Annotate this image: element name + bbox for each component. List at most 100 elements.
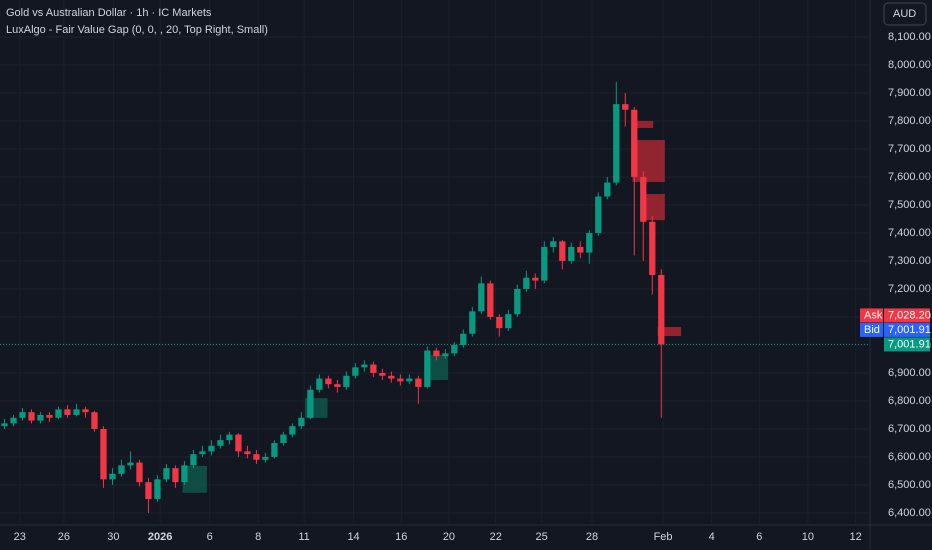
candle-body xyxy=(262,456,269,460)
y-tick-label: 7,700.00 xyxy=(888,143,931,155)
candle-body xyxy=(289,426,296,435)
candle-body xyxy=(334,384,341,387)
fvg-box xyxy=(657,327,682,336)
candle-body xyxy=(145,482,152,499)
currency-button[interactable] xyxy=(883,2,927,26)
candle-body xyxy=(316,378,323,390)
candle-body xyxy=(73,409,80,415)
price-label: 7,028.20 xyxy=(888,309,931,321)
candle-body xyxy=(19,412,26,418)
candle-body xyxy=(442,353,449,357)
candle-body xyxy=(199,451,206,455)
y-tick-label: 7,200.00 xyxy=(888,283,931,295)
candle-body xyxy=(640,176,647,222)
candle-body xyxy=(613,104,620,183)
candle-body xyxy=(307,389,314,418)
y-tick-label: 6,400.00 xyxy=(888,507,931,519)
x-tick-label: 2026 xyxy=(148,531,172,543)
candle-body xyxy=(649,221,656,275)
candle-body xyxy=(325,378,332,385)
candle-body xyxy=(343,375,350,387)
candle-body xyxy=(118,465,125,474)
price-label: 7,001.91 xyxy=(888,324,931,336)
candle-body xyxy=(469,311,476,334)
candle-body xyxy=(208,445,215,452)
x-tick-label: 30 xyxy=(107,531,119,543)
y-tick-label: 6,600.00 xyxy=(888,451,931,463)
candle-body xyxy=(82,409,89,413)
candle-body xyxy=(559,241,566,261)
plot xyxy=(0,0,870,525)
candle-body xyxy=(514,288,521,315)
candle-body xyxy=(244,451,251,455)
x-tick-label: 12 xyxy=(849,531,861,543)
x-tick-label: 10 xyxy=(802,531,814,543)
indicator-label: LuxAlgo - Fair Value Gap (0, 0, , 20, To… xyxy=(6,24,268,36)
x-tick-label: 6 xyxy=(207,531,213,543)
chart-title: Gold vs Australian Dollar · 1h · IC Mark… xyxy=(6,7,212,19)
y-tick-label: 7,600.00 xyxy=(888,171,931,183)
candle-body xyxy=(460,333,467,345)
y-tick-label: 7,300.00 xyxy=(888,255,931,267)
y-tick-label: 8,100.00 xyxy=(888,31,931,43)
candle-body xyxy=(415,378,422,387)
candle-body xyxy=(541,246,548,281)
candle-body xyxy=(271,442,278,457)
y-tick-label: 7,800.00 xyxy=(888,115,931,127)
currency-label[interactable]: AUD xyxy=(893,8,916,20)
x-tick-label: 22 xyxy=(490,531,502,543)
y-tick-label: 6,900.00 xyxy=(888,367,931,379)
candle-body xyxy=(226,434,233,441)
candle-body xyxy=(532,277,539,281)
candle-body xyxy=(451,344,458,354)
candle-body xyxy=(379,372,386,376)
x-tick-label: 14 xyxy=(347,531,359,543)
candle-body xyxy=(361,364,368,368)
y-tick-label: 6,700.00 xyxy=(888,423,931,435)
fvg-box xyxy=(631,120,654,128)
x-tick-label: 11 xyxy=(298,531,309,543)
x-tick-label: 16 xyxy=(395,531,407,543)
y-tick-label: 7,500.00 xyxy=(888,199,931,211)
price-tag: Ask xyxy=(864,309,883,321)
candle-body xyxy=(127,462,134,466)
candle-body xyxy=(181,465,188,483)
candle-body xyxy=(1,423,8,427)
y-tick-label: 7,400.00 xyxy=(888,227,931,239)
candle-body xyxy=(622,104,629,110)
candle-body xyxy=(487,283,494,317)
candle-body xyxy=(577,246,584,253)
candle-body xyxy=(523,277,530,289)
fvg-box xyxy=(642,194,665,221)
candle-body xyxy=(424,350,431,387)
candle-body xyxy=(91,412,98,429)
price-label: 7,001.91 xyxy=(888,338,931,350)
candle-body xyxy=(190,454,197,466)
candle-body xyxy=(604,182,611,197)
candle-body xyxy=(64,409,71,415)
x-tick-label: 20 xyxy=(443,531,455,543)
candle-body xyxy=(595,196,602,233)
candle-body xyxy=(496,316,503,329)
candle-body xyxy=(55,409,62,418)
price-tag-box xyxy=(860,308,883,323)
x-tick-label: 28 xyxy=(586,531,598,543)
price-tag: Bid xyxy=(864,324,880,336)
candle-body xyxy=(100,428,107,480)
candle-body xyxy=(154,479,161,499)
candle-body xyxy=(478,283,485,312)
x-tick-label: 26 xyxy=(58,531,70,543)
x-tick-label: 25 xyxy=(535,531,547,543)
x-tick-label: 8 xyxy=(255,531,261,543)
candle-body xyxy=(658,274,665,345)
candle-body xyxy=(631,109,638,177)
candle-body xyxy=(46,414,53,418)
x-tick-label: Feb xyxy=(654,531,673,543)
x-tick-label: 4 xyxy=(709,531,715,543)
candle-body xyxy=(217,440,224,446)
candle-body xyxy=(28,412,35,421)
candle-body xyxy=(235,434,242,452)
y-tick-label: 8,000.00 xyxy=(888,59,931,71)
